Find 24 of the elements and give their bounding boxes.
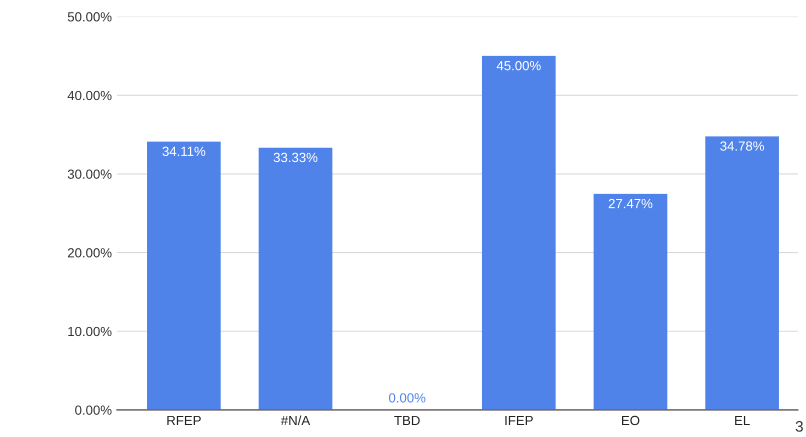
bar bbox=[482, 56, 556, 410]
y-tick-label: 40.00% bbox=[68, 90, 112, 100]
x-tick-label: RFEP bbox=[167, 416, 201, 426]
x-tick-label: #N/A bbox=[280, 415, 310, 426]
x-tick-label: IFEP bbox=[505, 416, 533, 426]
bar bbox=[258, 148, 332, 410]
y-tick-label: 30.00% bbox=[68, 169, 112, 179]
y-tick-label: 0.00% bbox=[75, 405, 112, 415]
data-label: 27.47% bbox=[608, 198, 652, 208]
bar bbox=[705, 136, 779, 410]
data-label: 45.00% bbox=[496, 61, 541, 70]
data-label: 33.33% bbox=[274, 152, 318, 162]
y-tick-label: 20.00% bbox=[68, 248, 112, 258]
y-tick-label: 10.00% bbox=[68, 326, 112, 336]
data-label: 34.78% bbox=[720, 141, 764, 151]
bar bbox=[594, 194, 668, 410]
y-tick-label: 50.00% bbox=[68, 12, 112, 22]
x-tick-label: EL bbox=[735, 416, 750, 426]
data-label: 0.00% bbox=[388, 393, 426, 403]
data-label: 34.11% bbox=[162, 146, 206, 156]
bar bbox=[147, 142, 221, 410]
x-tick-label: EO bbox=[622, 416, 640, 426]
text: 3 bbox=[796, 420, 803, 432]
x-tick-label: TBD bbox=[394, 416, 420, 426]
